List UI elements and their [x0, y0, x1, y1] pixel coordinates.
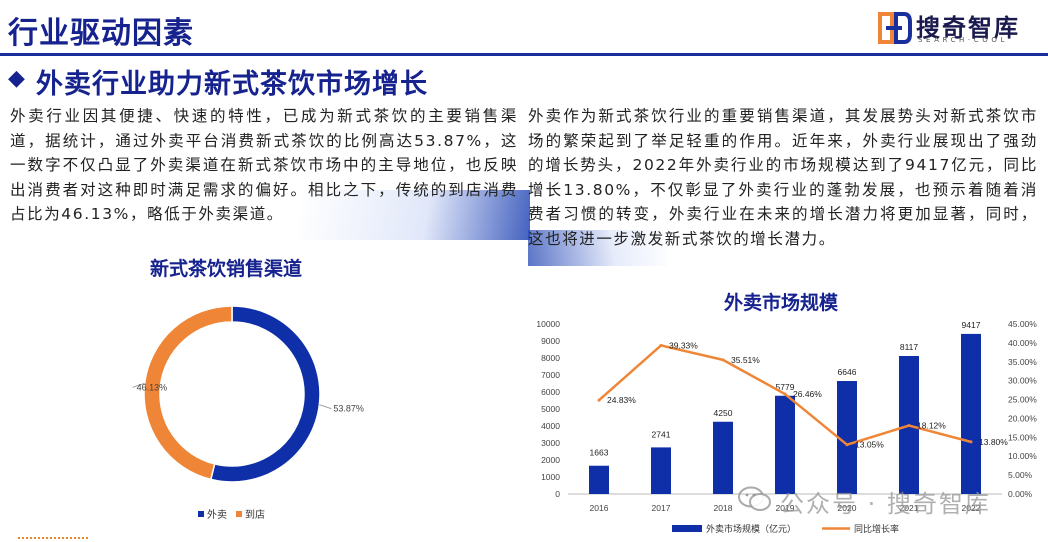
y2-tick-label: 20.00% [1008, 413, 1037, 423]
highlight-band [300, 190, 530, 240]
legend-swatch [672, 525, 702, 532]
growth-point [907, 424, 911, 428]
x-tick-label: 2022 [962, 503, 981, 513]
x-tick-label: 2019 [776, 503, 795, 513]
y2-tick-label: 40.00% [1008, 338, 1037, 348]
bar [713, 421, 733, 494]
line-data-label: 13.05% [855, 440, 884, 450]
y2-tick-label: 0.00% [1008, 489, 1033, 499]
section-subtitle: 外卖行业助力新式茶饮市场增长 [36, 69, 428, 100]
y-tick-label: 7000 [541, 370, 560, 380]
y-tick-label: 5000 [541, 404, 560, 414]
bar-chart-title: 外卖市场规模 [724, 292, 839, 314]
growth-point [597, 398, 601, 402]
bar-data-label: 1663 [590, 448, 609, 458]
y2-tick-label: 15.00% [1008, 432, 1037, 442]
logo-name: 搜奇智库 [916, 14, 1020, 42]
x-tick-label: 2017 [652, 503, 671, 513]
y-tick-label: 1000 [541, 472, 560, 482]
pie-leader-line [132, 382, 145, 388]
x-tick-label: 2016 [590, 503, 609, 513]
bar-data-label: 6646 [838, 367, 857, 377]
title-divider [0, 53, 1048, 56]
bar [961, 333, 981, 494]
logo-tagline: SEARCH·COOL [918, 36, 1008, 44]
y-tick-label: 8000 [541, 353, 560, 363]
legend-label: 外卖市场规模（亿元） [706, 523, 796, 534]
growth-point [969, 440, 973, 444]
growth-point [783, 392, 787, 396]
y2-tick-label: 10.00% [1008, 451, 1037, 461]
x-tick-label: 2021 [900, 503, 919, 513]
donut-chart: 53.87% 46.13% 外卖 到店 [132, 305, 364, 521]
x-tick-label: 2018 [714, 503, 733, 513]
growth-point [845, 443, 849, 447]
logo: 搜奇智库 SEARCH·COOL [876, 8, 1036, 48]
legend-label: 同比增长率 [854, 523, 899, 534]
bar-line-chart: 0 1000 2000 3000 4000 5000 6000 7000 8000 9000 100… [536, 319, 1037, 534]
y-tick-label: 9000 [541, 336, 560, 346]
pie-chart-title: 新式茶饮销售渠道 [150, 258, 303, 280]
legend-label: 到店 [245, 508, 265, 521]
bar [837, 381, 857, 494]
y2-tick-label: 25.00% [1008, 395, 1037, 405]
growth-point [659, 343, 663, 347]
y2-tick-label: 5.00% [1008, 470, 1033, 480]
decorative-dots [18, 537, 88, 541]
legend-swatch [236, 511, 242, 517]
line-data-label: 18.12% [917, 421, 946, 431]
pie-data-label: 53.87% [333, 404, 364, 414]
watermark-text: 公众号 · 搜奇智库 [780, 490, 991, 518]
bar-data-label: 8117 [900, 342, 919, 352]
highlight-band [528, 230, 668, 266]
legend-label: 外卖 [207, 509, 227, 521]
wechat-icon [738, 486, 771, 511]
y-tick-label: 4000 [541, 421, 560, 431]
bar-data-label: 4250 [714, 408, 733, 418]
pie-data-label: 46.13% [137, 382, 168, 392]
bar [775, 395, 795, 494]
logo-mark-icon [878, 12, 912, 44]
left-paragraph: 外卖行业因其便捷、快速的特性，已成为新式茶饮的主要销售渠道，据统计，通过外卖平台… [10, 107, 518, 223]
right-paragraph: 外卖作为新式茶饮行业的重要销售渠道，其发展势头对新式茶饮市场的繁荣起到了举足轻重… [528, 107, 1038, 248]
page-title: 行业驱动因素 [8, 16, 194, 51]
y-tick-label: 10000 [536, 319, 560, 329]
y-tick-label: 6000 [541, 387, 560, 397]
y2-tick-label: 45.00% [1008, 319, 1037, 329]
legend-swatch [198, 511, 204, 517]
y-tick-label: 3000 [541, 438, 560, 448]
line-data-label: 24.83% [607, 395, 636, 405]
bar-data-label: 5779 [776, 382, 795, 392]
line-data-label: 39.33% [669, 340, 698, 350]
line-data-label: 35.51% [731, 355, 760, 365]
pie-leader-line [319, 404, 332, 410]
bar-data-label: 9417 [962, 320, 981, 330]
pie-slice-2 [143, 305, 233, 481]
x-tick-label: 2020 [838, 503, 857, 513]
line-data-label: 13.80% [979, 437, 1008, 447]
y2-tick-label: 30.00% [1008, 376, 1037, 386]
y-tick-label: 0 [555, 489, 560, 499]
y2-tick-label: 35.00% [1008, 357, 1037, 367]
growth-point [721, 358, 725, 362]
pie-slice-1 [209, 305, 321, 483]
bar-data-label: 2741 [652, 429, 671, 439]
diamond-bullet-icon: ◆ [8, 66, 25, 91]
line-data-label: 26.46% [793, 389, 822, 399]
y-tick-label: 2000 [541, 455, 560, 465]
bar [589, 465, 609, 494]
bar [651, 447, 671, 494]
